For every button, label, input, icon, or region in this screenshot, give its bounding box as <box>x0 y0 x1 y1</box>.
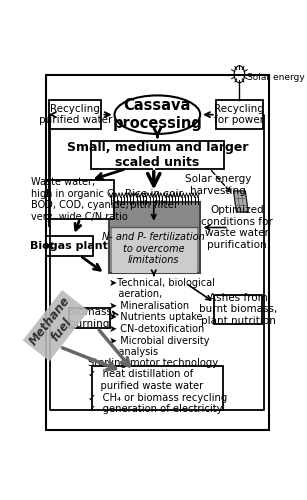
Text: ➤Technical, biological
   aeration,
➤ Mineralisation
➤ Nutrients uptake
➤ CN-det: ➤Technical, biological aeration, ➤ Miner… <box>109 278 214 357</box>
Text: Waste water,
high in organic C,
BOD, COD, cyanide,
very  wide C/N ratio: Waste water, high in organic C, BOD, COD… <box>31 177 129 222</box>
FancyBboxPatch shape <box>49 100 101 129</box>
Text: Biomass
burning: Biomass burning <box>68 307 111 329</box>
Ellipse shape <box>115 96 200 134</box>
Text: Ashes from
burnt biomass,
plant nutrition: Ashes from burnt biomass, plant nutritio… <box>199 293 278 326</box>
Text: Recycling
for power: Recycling for power <box>214 104 264 126</box>
Text: Solar energy
harvesting: Solar energy harvesting <box>185 174 251 196</box>
FancyBboxPatch shape <box>45 236 93 256</box>
Text: Small, medium and larger
scaled units: Small, medium and larger scaled units <box>67 140 248 168</box>
Text: Optimized
conditions for
waste water
purification: Optimized conditions for waste water pur… <box>201 205 273 250</box>
FancyBboxPatch shape <box>92 366 223 410</box>
FancyBboxPatch shape <box>91 141 224 169</box>
Text: Sterling motor technology
✓  heat distillation of
    purified waste water
✓  CH: Sterling motor technology ✓ heat distill… <box>88 358 227 414</box>
Text: Rice in coir
pith filter: Rice in coir pith filter <box>125 188 183 210</box>
Text: N- and P- fertilization
to overcome
limitations: N- and P- fertilization to overcome limi… <box>103 232 205 265</box>
FancyBboxPatch shape <box>216 100 263 129</box>
Text: Solar energy: Solar energy <box>247 73 304 82</box>
FancyBboxPatch shape <box>112 228 196 272</box>
Text: Recycling
purified water: Recycling purified water <box>39 104 112 126</box>
Text: Methane
fuel: Methane fuel <box>27 294 85 357</box>
Text: Biogas plant: Biogas plant <box>30 240 108 250</box>
FancyBboxPatch shape <box>46 180 114 218</box>
Text: Cassava
processing: Cassava processing <box>112 98 202 131</box>
FancyBboxPatch shape <box>214 295 262 324</box>
FancyBboxPatch shape <box>109 202 200 272</box>
Polygon shape <box>234 191 248 212</box>
FancyBboxPatch shape <box>45 76 269 430</box>
FancyBboxPatch shape <box>69 308 110 328</box>
